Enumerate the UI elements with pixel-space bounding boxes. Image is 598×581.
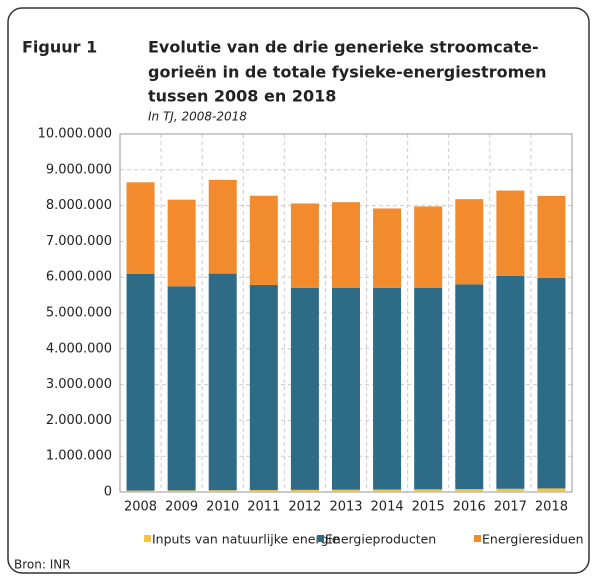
bar-segment <box>455 489 484 492</box>
x-tick-label: 2018 <box>535 500 568 515</box>
bar-segment <box>126 182 155 274</box>
x-tick-label: 2011 <box>247 500 280 515</box>
bar-segment <box>414 206 443 288</box>
x-tick-label: 2016 <box>453 500 486 515</box>
bar-segment <box>373 287 402 490</box>
chart-title: gorieën in de totale fysieke-energiestro… <box>148 63 547 82</box>
y-tick-label: 0 <box>104 485 112 500</box>
bar-segment <box>208 179 237 274</box>
figure-label: Figuur 1 <box>22 38 97 57</box>
y-tick-label: 8.000.000 <box>46 198 112 213</box>
bar-segment <box>455 199 484 285</box>
bar-segment <box>373 489 402 492</box>
bar-segment <box>126 273 155 491</box>
bar-segment <box>290 287 319 490</box>
legend-label: Energieresiduen <box>482 532 584 547</box>
bar-segment <box>373 208 402 288</box>
bar-segment <box>167 199 196 287</box>
legend-swatch <box>474 535 481 542</box>
source: Bron: INR <box>14 558 71 572</box>
bar-segment <box>332 287 360 490</box>
bar-segment <box>290 203 319 288</box>
y-tick-label: 3.000.000 <box>46 377 112 392</box>
legend-label: Energieproducten <box>325 532 436 547</box>
y-tick-label: 2.000.000 <box>46 413 112 428</box>
y-tick-label: 5.000.000 <box>46 306 112 321</box>
y-tick-label: 1.000.000 <box>46 449 112 464</box>
bar-segment <box>290 489 319 492</box>
x-tick-label: 2014 <box>371 500 404 515</box>
chart-title: tussen 2008 en 2018 <box>148 87 336 106</box>
x-tick-label: 2017 <box>494 500 527 515</box>
bar-segment <box>414 287 443 490</box>
bar-segment <box>167 286 196 491</box>
x-tick-label: 2008 <box>124 500 157 515</box>
bar-segment <box>208 490 237 492</box>
bar-segment <box>249 195 278 285</box>
y-tick-label: 7.000.000 <box>46 234 112 249</box>
bar-segment <box>496 488 525 492</box>
legend-swatch <box>144 535 151 542</box>
bar-segment <box>249 490 278 492</box>
x-tick-label: 2012 <box>288 500 321 515</box>
subtitle: In TJ, 2008-2018 <box>148 110 247 124</box>
x-tick-label: 2009 <box>165 500 198 515</box>
bar-segment <box>167 490 196 492</box>
y-tick-label: 4.000.000 <box>46 341 112 356</box>
bar-segment <box>332 489 360 492</box>
bar-segment <box>537 277 566 489</box>
legend-swatch <box>317 535 324 542</box>
x-tick-label: 2013 <box>329 500 362 515</box>
bar-segment <box>496 275 525 489</box>
bar-segment <box>537 195 566 278</box>
y-tick-label: 10.000.000 <box>38 127 112 142</box>
legend-label: Inputs van natuurlijke energie <box>152 532 340 547</box>
chart-title: Evolutie van de drie generieke stroomcat… <box>148 38 539 57</box>
bar-segment <box>249 284 278 491</box>
bar-segment <box>496 190 525 276</box>
bar-segment <box>537 488 566 492</box>
bar-segment <box>455 284 484 490</box>
bar-segment <box>332 202 360 288</box>
x-tick-label: 2015 <box>412 500 445 515</box>
y-tick-label: 6.000.000 <box>46 270 112 285</box>
bar-segment <box>208 273 237 491</box>
bar-segment <box>126 490 155 492</box>
y-tick-label: 9.000.000 <box>46 162 112 177</box>
x-tick-label: 2010 <box>206 500 239 515</box>
bar-segment <box>414 489 443 492</box>
